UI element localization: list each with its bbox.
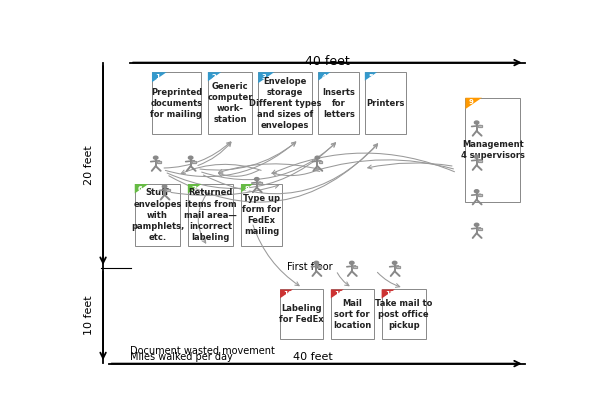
Text: 20 feet: 20 feet bbox=[84, 146, 94, 186]
Bar bbox=[478, 125, 481, 127]
Text: Returned
items from
mail area—
incorrect
labeling: Returned items from mail area— incorrect… bbox=[185, 188, 237, 242]
FancyBboxPatch shape bbox=[208, 72, 252, 134]
Text: 2: 2 bbox=[211, 74, 216, 80]
Text: Management
4 supervisors: Management 4 supervisors bbox=[461, 139, 525, 160]
Bar bbox=[478, 160, 481, 161]
Bar bbox=[478, 194, 481, 196]
Polygon shape bbox=[241, 184, 253, 193]
Text: 10: 10 bbox=[283, 291, 293, 297]
FancyBboxPatch shape bbox=[331, 290, 374, 339]
Text: Inserts
for
letters: Inserts for letters bbox=[322, 88, 355, 119]
Text: 40 feet: 40 feet bbox=[293, 352, 333, 362]
Polygon shape bbox=[208, 72, 221, 81]
Bar bbox=[478, 228, 481, 229]
Text: 7: 7 bbox=[191, 186, 196, 192]
Polygon shape bbox=[135, 184, 148, 193]
Bar bbox=[396, 266, 400, 268]
Bar bbox=[478, 160, 481, 161]
Circle shape bbox=[474, 190, 479, 193]
Polygon shape bbox=[258, 72, 274, 83]
Bar bbox=[157, 161, 160, 163]
Polygon shape bbox=[465, 98, 482, 109]
Text: 6: 6 bbox=[138, 186, 143, 192]
FancyBboxPatch shape bbox=[280, 290, 323, 339]
FancyBboxPatch shape bbox=[241, 184, 282, 247]
Bar bbox=[258, 182, 261, 184]
Bar bbox=[157, 161, 160, 163]
Bar bbox=[318, 266, 322, 268]
FancyBboxPatch shape bbox=[188, 184, 233, 247]
Polygon shape bbox=[152, 72, 166, 82]
Polygon shape bbox=[365, 72, 377, 81]
Bar bbox=[478, 125, 481, 127]
Circle shape bbox=[392, 261, 397, 264]
FancyBboxPatch shape bbox=[135, 184, 180, 247]
Text: Stuff
envelopes
with
pamphlets,
etc.: Stuff envelopes with pamphlets, etc. bbox=[131, 188, 184, 242]
Bar bbox=[353, 266, 357, 268]
Circle shape bbox=[255, 178, 259, 181]
Bar bbox=[396, 266, 400, 268]
Text: Take mail to
post office
pickup: Take mail to post office pickup bbox=[375, 299, 432, 330]
Bar bbox=[192, 161, 195, 163]
Text: Printers: Printers bbox=[366, 99, 404, 108]
Bar bbox=[478, 228, 481, 229]
Bar bbox=[192, 161, 195, 163]
Circle shape bbox=[474, 121, 479, 124]
Polygon shape bbox=[331, 290, 344, 298]
Circle shape bbox=[315, 156, 320, 159]
FancyBboxPatch shape bbox=[382, 290, 426, 339]
Circle shape bbox=[314, 261, 319, 264]
Text: 1: 1 bbox=[155, 74, 160, 80]
Text: Document wasted movement: Document wasted movement bbox=[130, 346, 275, 356]
Bar bbox=[166, 189, 169, 191]
Text: 4: 4 bbox=[322, 74, 326, 80]
Bar bbox=[319, 161, 322, 163]
Text: Generic
computer
work-
station: Generic computer work- station bbox=[207, 82, 253, 124]
FancyBboxPatch shape bbox=[319, 72, 359, 134]
FancyBboxPatch shape bbox=[365, 72, 406, 134]
Circle shape bbox=[162, 185, 166, 188]
Text: Labeling
for FedEx: Labeling for FedEx bbox=[279, 304, 324, 324]
FancyBboxPatch shape bbox=[152, 72, 201, 134]
Bar bbox=[478, 194, 481, 196]
Polygon shape bbox=[382, 290, 395, 298]
Circle shape bbox=[474, 223, 479, 226]
Text: 40 feet: 40 feet bbox=[305, 55, 350, 68]
Text: 12: 12 bbox=[385, 291, 394, 297]
Text: Type up
form for
FedEx
mailing: Type up form for FedEx mailing bbox=[242, 194, 281, 236]
Text: First floor: First floor bbox=[287, 262, 333, 272]
Text: 9: 9 bbox=[469, 99, 474, 105]
Text: Preprinted
documents
for mailing: Preprinted documents for mailing bbox=[150, 88, 203, 119]
Text: 3: 3 bbox=[261, 74, 266, 80]
Bar bbox=[319, 161, 322, 163]
Text: 8: 8 bbox=[244, 186, 249, 192]
FancyBboxPatch shape bbox=[258, 72, 312, 134]
Text: 11: 11 bbox=[334, 291, 344, 297]
Bar bbox=[353, 266, 357, 268]
FancyBboxPatch shape bbox=[465, 98, 520, 202]
Text: Envelope
storage
Different types
and sizes of
envelopes: Envelope storage Different types and siz… bbox=[249, 77, 321, 130]
Polygon shape bbox=[280, 290, 293, 298]
Circle shape bbox=[474, 155, 479, 158]
Text: Mail
sort for
location: Mail sort for location bbox=[333, 299, 371, 330]
Text: 5: 5 bbox=[368, 74, 373, 80]
Bar bbox=[166, 189, 169, 191]
Text: Miles walked per day: Miles walked per day bbox=[130, 352, 233, 362]
Circle shape bbox=[350, 261, 354, 264]
Polygon shape bbox=[188, 184, 201, 193]
Polygon shape bbox=[319, 72, 331, 81]
Circle shape bbox=[153, 156, 158, 159]
Bar bbox=[258, 182, 261, 184]
Bar bbox=[318, 266, 322, 268]
Text: 10 feet: 10 feet bbox=[84, 296, 94, 335]
Circle shape bbox=[189, 156, 193, 159]
